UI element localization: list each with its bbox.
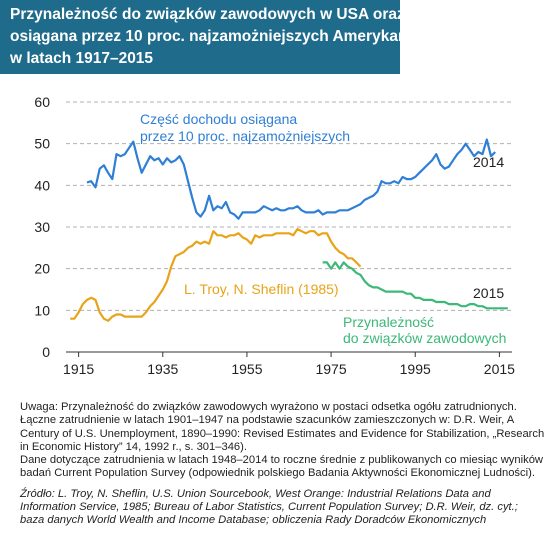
x-tick-label-1915: 1915 [63, 361, 94, 377]
y-tick-label-40: 40 [34, 177, 50, 193]
x-tick-label-1995: 1995 [400, 361, 431, 377]
notes: Uwaga: Przynależność do związków zawodow… [20, 401, 545, 528]
x-tick-label-1935: 1935 [147, 361, 178, 377]
note-source: Źródło: L. Troy, N. Sheflin, U.S. Union … [20, 487, 518, 527]
title-line-2: osiągana przez 10 proc. najzamożniejszyc… [10, 28, 429, 45]
x-tick-label-1955: 1955 [231, 361, 262, 377]
employment-series-line [70, 228, 362, 322]
title-line-1: Przynależność do związków zawodowych w U… [10, 6, 522, 23]
employment-label: L. Troy, N. Sheflin (1985) [184, 281, 339, 297]
year-2015-label: 2015 [473, 285, 504, 301]
income-series-line [86, 138, 496, 220]
y-tick-label-0: 0 [42, 344, 50, 360]
union-series-line [322, 261, 508, 310]
y-tick-label-30: 30 [34, 219, 50, 235]
chart-title: Przynależność do związków zawodowych w U… [0, 0, 522, 74]
year-2014-label: 2014 [473, 154, 504, 170]
note-dane: Dane dotyczące zatrudnienia w latach 194… [20, 454, 543, 480]
income-label-line-1: Część dochodu osiągana [140, 111, 297, 127]
y-tick-label-20: 20 [34, 261, 50, 277]
chart-area: 0 10 20 30 40 50 60 1915 1935 1955 1975 1995 2015 C… [0, 84, 560, 384]
x-tick-label-1975: 1975 [315, 361, 346, 377]
union-label-line-2: do związków zawodowych [343, 330, 506, 346]
y-tick-label-50: 50 [34, 136, 50, 152]
income-label-line-2: przez 10 proc. najzamożniejszych [140, 128, 350, 144]
y-tick-label-60: 60 [34, 94, 50, 110]
x-axis-ticks: 1915 1935 1955 1975 1995 2015 [63, 352, 515, 377]
y-axis-ticks: 0 10 20 30 40 50 60 [34, 94, 50, 360]
x-tick-label-2015: 2015 [484, 361, 515, 377]
series-lines [70, 138, 508, 322]
title-line-3: w latach 1917–2015 [10, 50, 154, 67]
line-chart: 0 10 20 30 40 50 60 1915 1935 1955 1975 1995 2015 C… [34, 94, 515, 377]
gridlines [66, 101, 512, 311]
union-label-line-1: Przynależność [343, 314, 434, 330]
note-uwaga: Uwaga: Przynależność do związków zawodow… [20, 401, 545, 453]
y-tick-label-10: 10 [34, 302, 50, 318]
